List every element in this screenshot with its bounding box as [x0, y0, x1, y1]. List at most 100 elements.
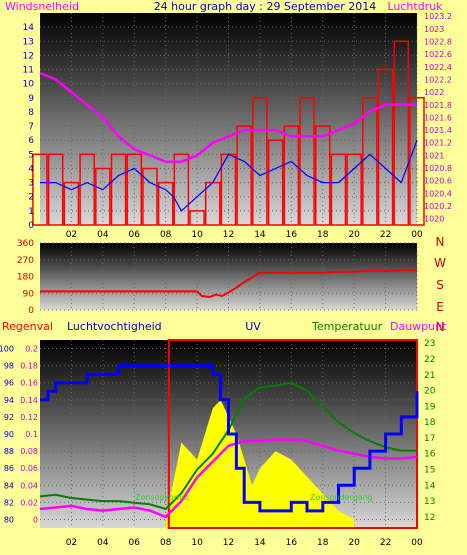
- wind-speed-tick: 1: [28, 207, 34, 217]
- wind-gust-bar: [32, 153, 48, 226]
- pressure-tick: 1020.4: [424, 189, 452, 198]
- wind-speed-tick: 5: [28, 150, 34, 160]
- compass-letter: W: [434, 256, 446, 270]
- x-tick-label: 18: [317, 538, 329, 548]
- wind-gust-bar: [299, 97, 315, 226]
- humidity-tick: 88: [4, 447, 14, 456]
- panel-climate-marks: [39, 339, 419, 529]
- x-tick-label: 08: [160, 538, 172, 548]
- panel-wind-marks: [32, 40, 425, 226]
- temperature-tick: 17: [424, 434, 435, 444]
- compass-letter: S: [436, 278, 444, 292]
- humidity-tick: 82: [4, 498, 14, 507]
- x-tick-label: 04: [97, 230, 109, 240]
- pressure-line: [39, 71, 417, 163]
- uv-area: [165, 399, 355, 528]
- humidity-tick: 98: [4, 362, 14, 371]
- pressure-tick: 1020: [424, 215, 444, 224]
- direction-axis: 0 90 180 270 360: [17, 239, 34, 316]
- temperature-tick: 20: [424, 387, 436, 397]
- pressure-tick: 1020.6: [424, 177, 452, 186]
- humidity-line: [40, 364, 419, 513]
- humidity-tick: 86: [4, 464, 14, 473]
- x-tick-label: 12: [223, 538, 234, 548]
- pressure-tick: 1020.2: [424, 202, 452, 211]
- wind-speed-tick: 11: [23, 66, 34, 76]
- humidity-tick: 90: [4, 430, 14, 439]
- wind-direction-line: [40, 269, 418, 299]
- compass-letter: N: [436, 235, 445, 249]
- x-tick-label: 20: [348, 538, 360, 548]
- humidity-tick: 92: [4, 413, 14, 422]
- x-tick-label: 10: [191, 538, 203, 548]
- wind-speed-tick: 13: [23, 37, 34, 47]
- x-tick-label: 22: [380, 538, 391, 548]
- pressure-tick: 1023: [424, 25, 444, 34]
- dewpoint-line: [39, 438, 418, 519]
- temperature-tick: 19: [424, 402, 436, 412]
- humidity-tick: 80: [4, 515, 14, 524]
- rain-tick: 0.18: [20, 362, 38, 371]
- x-tick-label: 08: [160, 230, 172, 240]
- x-tick-label: 00: [411, 230, 423, 240]
- wind-gust-bar: [189, 210, 205, 226]
- wind-gust-bar: [409, 97, 425, 226]
- pressure-tick: 1021.4: [424, 126, 452, 135]
- panel-climate-x-axis: 02 04 06 08 10 12 14 16 18 20 22 00: [66, 538, 423, 548]
- wind-gust-bar: [330, 153, 347, 226]
- temperature-tick: 21: [424, 371, 435, 381]
- humidity-tick: 94: [4, 396, 14, 405]
- direction-tick: 270: [17, 256, 34, 266]
- wind-speed-tick: 14: [23, 23, 35, 33]
- wind-gust-bar: [142, 167, 158, 226]
- wind-gust-bar: [63, 181, 80, 226]
- temperature-axis: 12 13 14 15 16 17 18 19 20 21 22 23: [424, 339, 436, 523]
- pressure-tick: 1022.2: [424, 75, 452, 84]
- wind-gust-bar: [95, 167, 111, 226]
- wind-gust-bar: [236, 125, 252, 226]
- uv-label: UV: [245, 320, 261, 333]
- rain-tick: 0: [33, 515, 38, 524]
- temperature-tick: 23: [424, 339, 435, 349]
- temperature-tick: 18: [424, 418, 436, 428]
- wind-speed-line: [40, 139, 418, 212]
- temperature-tick: 15: [424, 466, 435, 476]
- x-tick-label: 04: [97, 538, 109, 548]
- wind-speed-tick: 3: [28, 179, 34, 189]
- humidity-tick: 100: [0, 345, 14, 354]
- panel-direction-marks: [40, 269, 418, 299]
- x-tick-label: 16: [286, 230, 298, 240]
- direction-tick: 360: [17, 239, 34, 249]
- temperature-tick: 14: [424, 481, 436, 491]
- wind-speed-tick: 2: [28, 193, 34, 203]
- x-tick-label: 22: [380, 230, 391, 240]
- pressure-tick: 1022.8: [424, 37, 452, 46]
- temperature-tick: 12: [424, 513, 435, 523]
- wind-gust-bar: [377, 68, 394, 226]
- pressure-tick: 1021.6: [424, 113, 452, 122]
- pressure-label: Luchtdruk: [387, 0, 443, 13]
- temperature-label: Temperatuur: [311, 320, 383, 333]
- rain-tick: 0.02: [20, 498, 38, 507]
- humidity-label: Luchtvochtigheid: [67, 320, 162, 333]
- wind-gust-bar: [110, 153, 127, 226]
- wind-gust-bar: [126, 153, 143, 226]
- pressure-tick: 1022: [424, 88, 444, 97]
- wind-gust-bar: [346, 153, 362, 226]
- pressure-tick: 1021: [424, 151, 444, 160]
- wind-gust-bar: [393, 40, 410, 226]
- x-tick-label: 18: [317, 230, 329, 240]
- rain-tick: 0.04: [20, 481, 38, 490]
- wind-speed-tick: 7: [28, 122, 34, 132]
- x-tick-label: 02: [66, 538, 77, 548]
- rain-tick: 0.12: [20, 413, 38, 422]
- wind-speed-tick: 4: [28, 164, 34, 174]
- pressure-tick: 1022.6: [424, 50, 452, 59]
- pressure-tick: 1023.2: [424, 12, 452, 21]
- daylight-box: [167, 339, 418, 529]
- temperature-tick: 16: [424, 450, 436, 460]
- direction-tick: 0: [28, 306, 34, 316]
- compass-letter: E: [436, 300, 444, 314]
